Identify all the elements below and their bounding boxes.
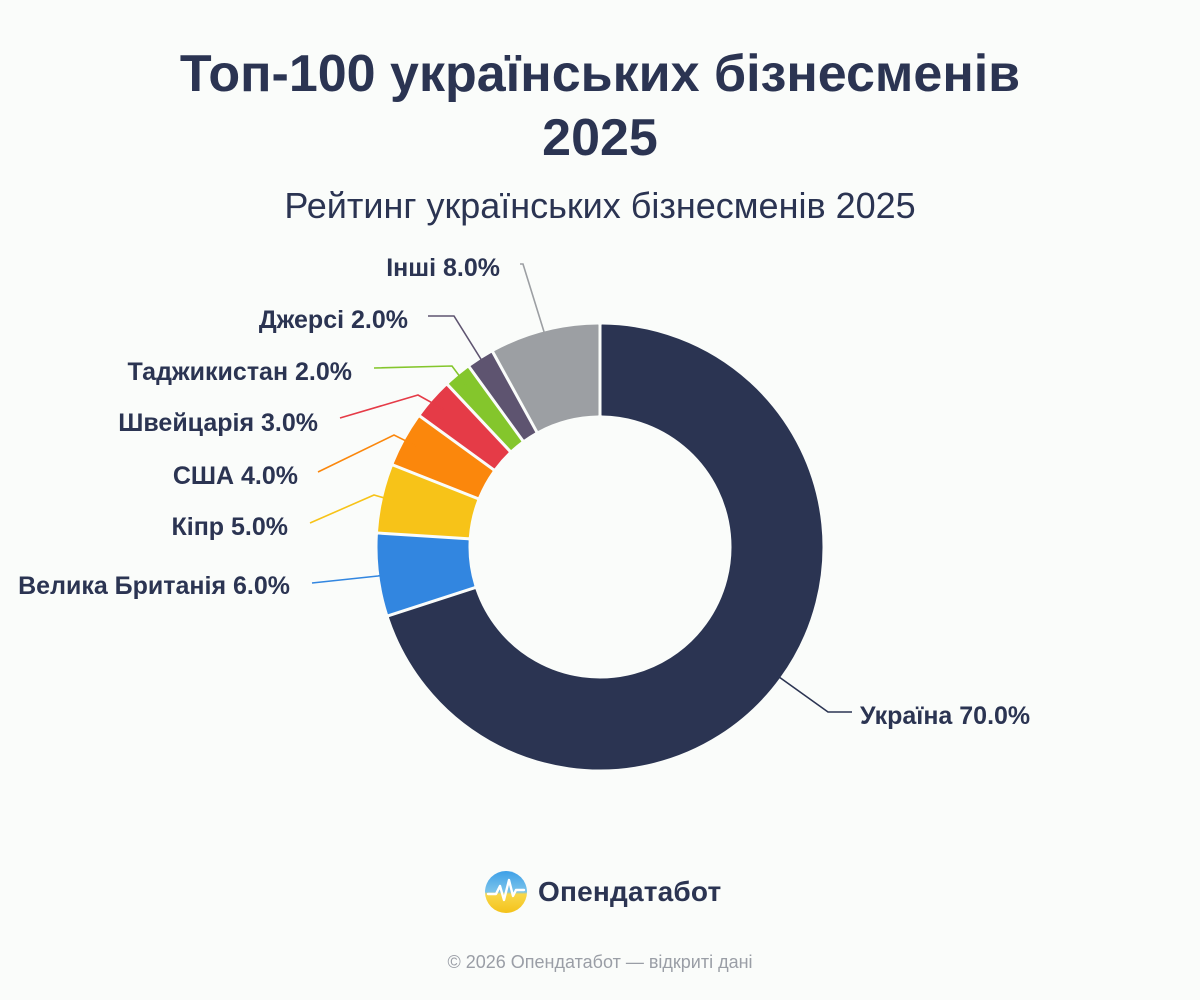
chart-title-line-1: Топ-100 українських бізнесменів	[179, 45, 1021, 103]
donut-slice-3[interactable]	[393, 417, 493, 498]
leader-line-1	[311, 572, 394, 584]
brand-name: Опендатабот	[538, 876, 722, 907]
slice-label-1: Велика Британія 6.0%	[18, 572, 290, 600]
opendatabot-logo-icon	[485, 871, 527, 913]
donut-slice-5[interactable]	[448, 368, 522, 450]
leader-line-7	[520, 263, 550, 346]
slice-label-3: США 4.0%	[173, 462, 298, 490]
slice-label-7: Інші 8.0%	[386, 254, 500, 282]
donut-slice-6[interactable]	[470, 352, 536, 440]
leader-line-4	[339, 394, 445, 419]
leader-line-2	[309, 494, 398, 524]
donut-slice-4[interactable]	[421, 386, 509, 469]
donut-slice-7[interactable]	[494, 324, 599, 431]
leader-line-6	[428, 315, 490, 372]
leader-line-5	[373, 365, 469, 388]
slice-label-0: Україна 70.0%	[860, 702, 1030, 730]
leader-line-3	[317, 434, 419, 473]
slice-label-4: Швейцарія 3.0%	[118, 409, 318, 437]
donut-slice-1[interactable]	[377, 534, 475, 615]
leader-line-0	[767, 668, 852, 713]
donut-slice-0[interactable]	[388, 324, 823, 770]
footer-copyright: © 2026 Опендатабот — відкриті дані	[447, 952, 753, 972]
brand-logo: Опендатабот	[484, 868, 721, 916]
chart-title: Топ-100 українських бізнесменів 2025	[100, 42, 1100, 170]
chart-subtitle: Рейтинг українських бізнесменів 2025	[284, 185, 916, 226]
chart-title-line-2: 2025	[542, 109, 658, 167]
donut-slice-2[interactable]	[378, 466, 478, 538]
slice-label-6: Джерсі 2.0%	[259, 306, 408, 334]
slice-label-2: Кіпр 5.0%	[171, 513, 288, 541]
slice-label-5: Таджикистан 2.0%	[128, 358, 352, 386]
